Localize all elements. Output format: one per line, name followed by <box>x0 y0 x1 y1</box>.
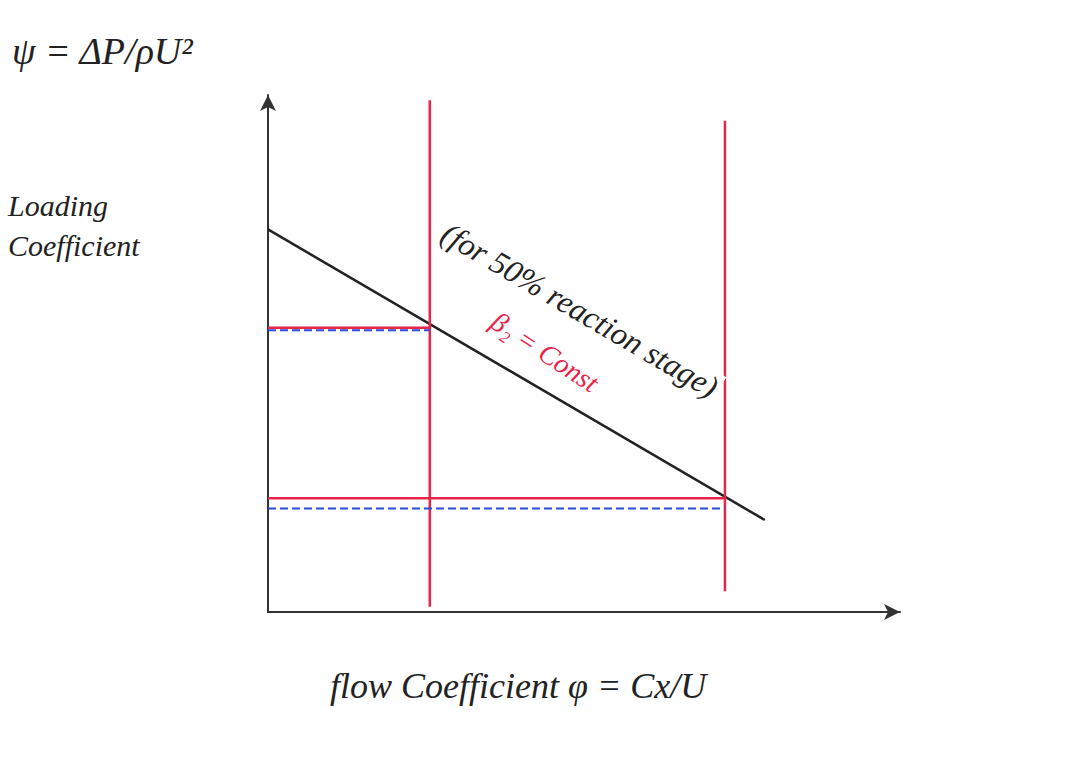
svg-text:β₂ = Const: β₂ = Const <box>485 305 606 399</box>
svg-text:flow Coefficient φ = Cx/U: flow Coefficient φ = Cx/U <box>330 666 708 706</box>
svg-text:Loading: Loading <box>7 189 108 222</box>
svg-text:Coefficient: Coefficient <box>8 229 140 262</box>
svg-text:(for 50% reaction stage): (for 50% reaction stage) <box>435 215 724 405</box>
svg-text:ψ = ΔP/ρU²: ψ = ΔP/ρU² <box>12 30 193 72</box>
